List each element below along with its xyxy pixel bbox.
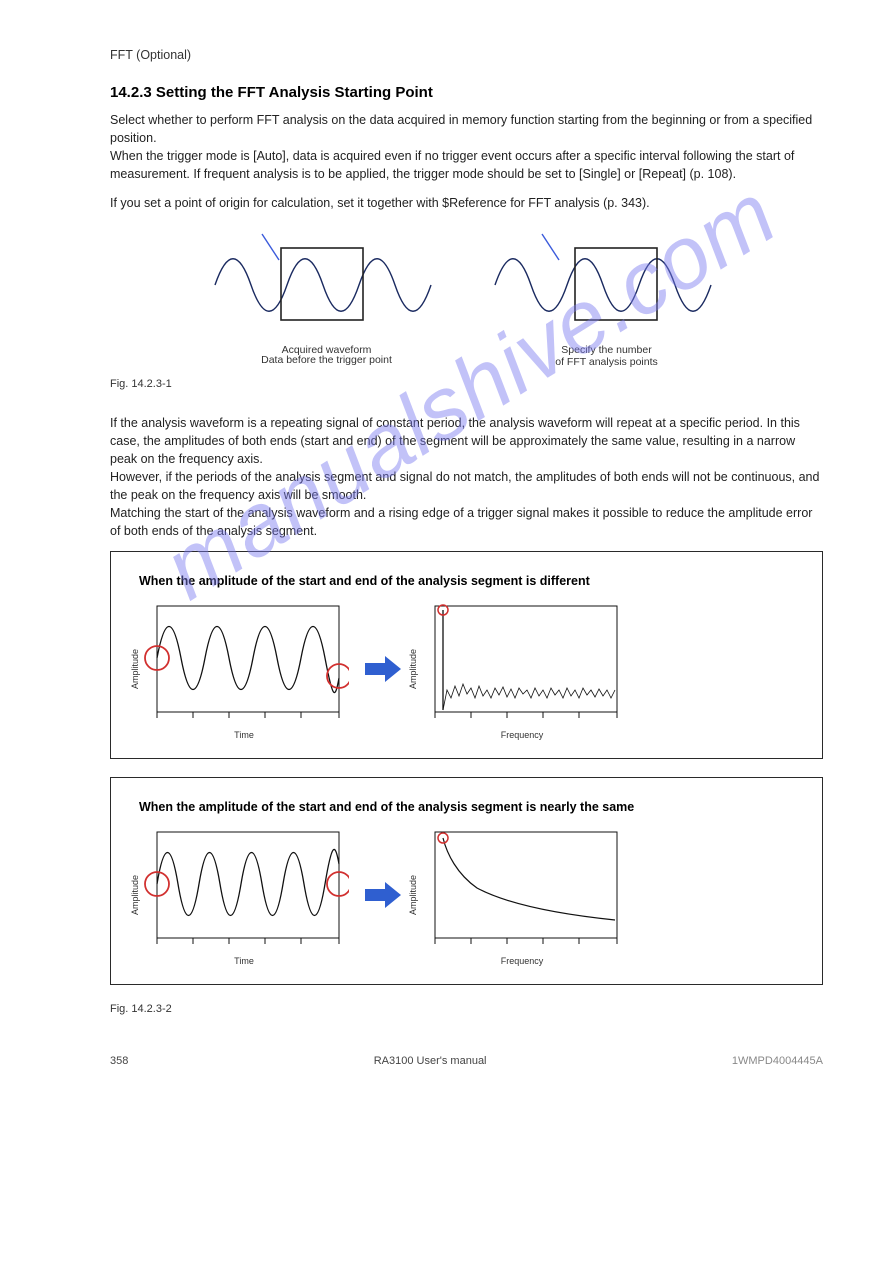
panel-a-left-ylabel: Amplitude	[130, 648, 140, 688]
panel-b-title: When the amplitude of the start and end …	[139, 800, 794, 814]
section-heading: 14.2.3 Setting the FFT Analysis Starting…	[110, 84, 823, 101]
page-header: FFT (Optional)	[110, 48, 823, 62]
panel-a-right-xlabel: Frequency	[417, 730, 627, 740]
fig358-2-caption: Fig. 14.2.3-2	[110, 1003, 823, 1015]
panel-a-title: When the amplitude of the start and end …	[139, 574, 794, 588]
panel-a-arrow-icon	[363, 654, 403, 684]
panel-b-arrow-icon	[363, 880, 403, 910]
panel-a-left-chart: Amplitude Time	[139, 598, 349, 740]
figure-358-left: Acquired waveform Data before the trigge…	[207, 230, 447, 368]
panel-a-right-ylabel: Amplitude	[408, 648, 418, 688]
paragraph-3: If the analysis waveform is a repeating …	[110, 414, 823, 541]
figure-358-left-svg	[207, 230, 447, 340]
paragraph-1: Select whether to perform FFT analysis o…	[110, 111, 823, 184]
panel-b-left-chart: Amplitude Time	[139, 824, 349, 966]
panel-b-left-xlabel: Time	[139, 956, 349, 966]
paragraph-2: If you set a point of origin for calcula…	[110, 194, 823, 212]
panel-a-right-chart: Amplitude Frequency	[417, 598, 627, 740]
figure-358-row: Acquired waveform Data before the trigge…	[110, 230, 823, 368]
figure-358-right: Specify the numberof FFT analysis points	[487, 230, 727, 368]
panel-a-left-xlabel: Time	[139, 730, 349, 740]
footer-left: RA3100 User's manual	[374, 1055, 487, 1067]
page-footer: 358 RA3100 User's manual 1WMPD4004445A	[110, 1055, 823, 1067]
panel-a: When the amplitude of the start and end …	[110, 551, 823, 759]
fig358-caption: Fig. 14.2.3-1	[110, 378, 823, 390]
fig358-right-label: Specify the numberof FFT analysis points	[487, 344, 727, 368]
panel-b-left-ylabel: Amplitude	[130, 874, 140, 914]
figure-358-right-svg	[487, 230, 727, 340]
panel-b-right-chart: Amplitude Frequency	[417, 824, 627, 966]
fig358-left-sub: Data before the trigger point	[207, 354, 447, 366]
footer-page: 358	[110, 1055, 128, 1067]
panel-b-right-ylabel: Amplitude	[408, 874, 418, 914]
footer-right: 1WMPD4004445A	[732, 1055, 823, 1067]
panel-b-right-xlabel: Frequency	[417, 956, 627, 966]
panel-b: When the amplitude of the start and end …	[110, 777, 823, 985]
